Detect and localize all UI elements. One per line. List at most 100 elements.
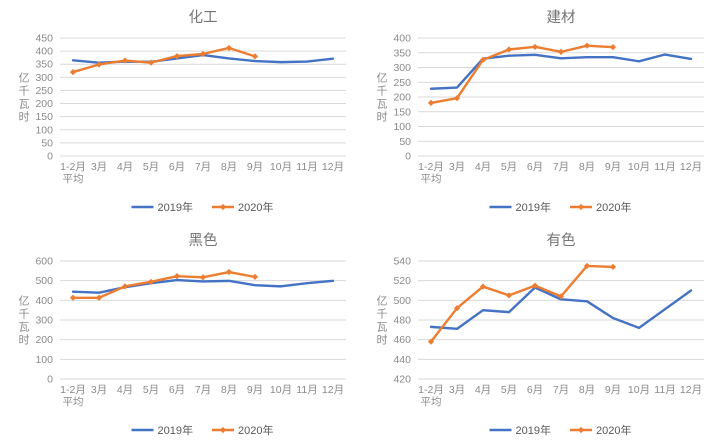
- series-line-2020年: [429, 44, 615, 105]
- legend-item-2019年: 2019年: [489, 423, 551, 437]
- x-tick-label: 4月: [475, 161, 491, 173]
- chart-panel-nonferrous: 有色 420 440 460 480 500 520 540 亿千瓦时 1-2月 平均 3月 4月 5月 6…: [358, 223, 716, 446]
- series-marker: [609, 44, 617, 51]
- y-tick-label: 0: [405, 151, 411, 163]
- x-tick-label: 6月: [527, 384, 543, 396]
- y-axis-title: 瓦: [19, 99, 30, 111]
- y-axis-title: 瓦: [19, 322, 30, 334]
- x-tick-label: 9月: [247, 384, 263, 396]
- x-tick-label: 5月: [143, 384, 159, 396]
- legend: 2019年 2020年: [131, 200, 273, 214]
- x-tick-label: 6月: [527, 161, 543, 173]
- legend-swatch-marker: [219, 203, 227, 211]
- y-axis-title: 时: [19, 111, 30, 124]
- x-tick-label: 8月: [579, 161, 595, 173]
- y-tick-label: 100: [393, 121, 411, 133]
- chart-title: 黑色: [189, 232, 218, 249]
- legend-label: 2020年: [596, 200, 631, 214]
- x-tick-label: 10月: [628, 384, 650, 396]
- y-axis-title: 瓦: [377, 99, 388, 111]
- series-marker: [225, 268, 233, 276]
- y-tick-label: 350: [393, 47, 411, 59]
- y-tick-label: 200: [35, 98, 53, 110]
- y-axis-title: 千: [19, 85, 30, 98]
- chart-title: 建材: [547, 9, 576, 26]
- y-tick-label: 450: [35, 33, 53, 45]
- series-marker: [95, 294, 103, 301]
- series-marker: [479, 283, 487, 290]
- series-marker: [557, 48, 565, 55]
- x-tick-label: 5月: [143, 161, 159, 173]
- y-tick-label: 0: [47, 151, 53, 163]
- series-marker: [121, 57, 129, 64]
- legend-item-2020年: 2020年: [570, 423, 631, 437]
- y-tick-label: 400: [35, 46, 53, 58]
- chart-title: 化工: [189, 9, 218, 26]
- x-tick-label: 7月: [195, 161, 211, 173]
- legend-item-2020年: 2020年: [570, 200, 631, 214]
- series-line-2020年: [429, 264, 615, 343]
- y-tick-label: 100: [35, 124, 53, 136]
- series-marker: [121, 283, 129, 290]
- legend: 2019年 2020年: [489, 423, 631, 437]
- x-tick-label: 12月: [322, 384, 344, 396]
- y-axis-title: 千: [377, 308, 388, 321]
- y-tick-label: 50: [399, 136, 411, 148]
- y-axis-title: 时: [19, 334, 30, 347]
- y-tick-label: 250: [393, 77, 411, 89]
- x-tick-label: 11月: [296, 161, 317, 173]
- series-marker: [199, 274, 207, 281]
- chart-panel-ferrous: 黑色 0 100 200 300 400 500 600 亿千瓦时 1-2月 平均 3月 4月 5月 6月 7…: [0, 223, 358, 446]
- x-tick-label: 9月: [605, 161, 621, 173]
- x-tick-label: 4月: [117, 384, 133, 396]
- y-tick-label: 0: [47, 374, 53, 386]
- x-tick-label: 6月: [169, 384, 185, 396]
- series-marker: [505, 46, 513, 53]
- x-tick-label: 11月: [296, 384, 317, 396]
- chart-title: 有色: [547, 232, 576, 249]
- x-tick-label: 平均: [63, 173, 84, 185]
- x-tick-label: 6月: [169, 161, 185, 173]
- y-tick-label: 480: [393, 315, 411, 327]
- series-line-2019年: [429, 53, 693, 90]
- series-marker: [173, 52, 181, 60]
- x-tick-label: 12月: [322, 161, 344, 173]
- legend: 2019年 2020年: [489, 200, 631, 214]
- series-marker: [173, 273, 181, 280]
- series-marker: [427, 99, 435, 106]
- series-marker: [199, 50, 207, 58]
- y-tick-label: 520: [393, 275, 411, 287]
- x-tick-label: 1-2月: [60, 161, 86, 173]
- legend-label: 2019年: [515, 200, 550, 214]
- y-tick-label: 500: [35, 275, 53, 287]
- x-tick-label: 7月: [553, 161, 569, 173]
- legend-swatch-marker: [219, 426, 227, 434]
- legend-item-2020年: 2020年: [212, 423, 273, 437]
- y-tick-label: 300: [393, 62, 411, 74]
- legend-label: 2019年: [157, 423, 192, 437]
- series-marker: [479, 56, 487, 63]
- x-tick-label: 5月: [501, 161, 517, 173]
- x-tick-label: 4月: [475, 384, 491, 396]
- x-tick-label: 1-2月: [418, 161, 444, 173]
- y-tick-label: 540: [393, 256, 411, 268]
- legend-label: 2020年: [238, 200, 273, 214]
- y-axis-title: 亿: [377, 72, 388, 85]
- legend-label: 2020年: [238, 423, 273, 437]
- x-tick-label: 1-2月: [60, 384, 86, 396]
- y-tick-label: 440: [393, 354, 411, 366]
- y-tick-label: 400: [35, 295, 53, 307]
- y-tick-label: 500: [393, 295, 411, 307]
- series-marker: [531, 43, 539, 50]
- x-tick-label: 3月: [449, 161, 465, 173]
- x-tick-label: 平均: [63, 396, 84, 408]
- x-tick-label: 12月: [680, 161, 702, 173]
- x-tick-label: 3月: [449, 384, 465, 396]
- x-tick-label: 8月: [221, 161, 237, 173]
- legend-label: 2019年: [515, 423, 550, 437]
- x-tick-label: 9月: [605, 384, 621, 396]
- x-tick-label: 5月: [501, 384, 517, 396]
- x-tick-label: 3月: [91, 384, 107, 396]
